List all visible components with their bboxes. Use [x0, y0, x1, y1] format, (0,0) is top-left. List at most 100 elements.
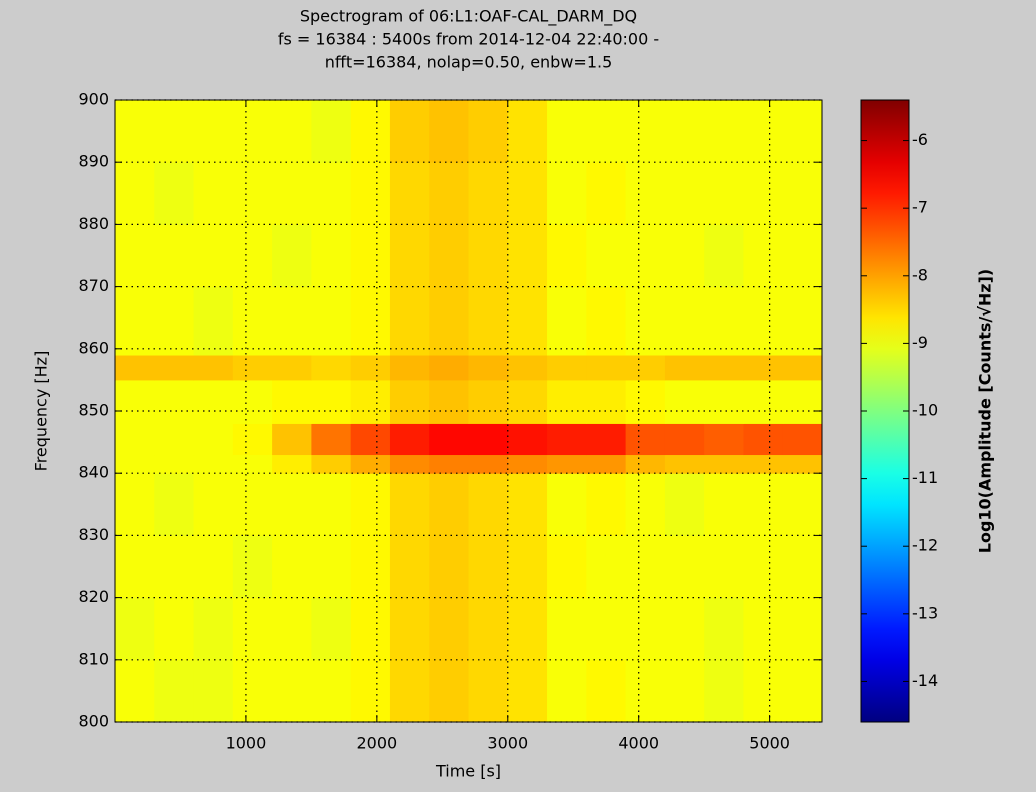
spectrogram-cell [389, 473, 430, 536]
spectrogram-cell [704, 454, 744, 474]
spectrogram-cell [704, 659, 744, 723]
spectrogram-cell [154, 224, 195, 288]
spectrogram-cell [389, 286, 430, 356]
spectrogram-cell [311, 355, 352, 381]
spectrogram-cell [468, 597, 509, 661]
spectrogram-cell [547, 100, 587, 163]
spectrogram-cell [350, 454, 391, 474]
spectrogram-cell [154, 473, 195, 536]
spectrogram-cell [664, 355, 705, 381]
spectrogram-cell [704, 162, 744, 225]
y-tick-label: 840 [78, 463, 109, 482]
spectrogram-cell [507, 423, 548, 456]
colorbar-tick-label: -11 [912, 468, 938, 487]
spectrogram-cell [586, 355, 627, 381]
spectrogram-cell [743, 286, 784, 356]
spectrogram-cell [586, 454, 627, 474]
spectrogram-cell [782, 100, 823, 163]
spectrogram-cell [625, 286, 666, 356]
spectrogram-cell [704, 423, 744, 456]
spectrogram-cell [232, 224, 273, 288]
spectrogram-cell [625, 473, 666, 536]
spectrogram-cell [429, 224, 469, 288]
spectrogram-cell [429, 454, 469, 474]
spectrogram-cell [468, 224, 509, 288]
spectrogram-cell [625, 659, 666, 723]
colorbar-tick-label: -12 [912, 536, 938, 555]
spectrogram-cell [664, 224, 705, 288]
colorbar-tick-label: -10 [912, 401, 938, 420]
spectrogram-cell [232, 473, 273, 536]
spectrogram-cell [232, 454, 273, 474]
spectrogram-cell [507, 473, 548, 536]
spectrogram-cell [782, 379, 823, 424]
spectrogram-cell [547, 355, 587, 381]
spectrogram-cell [664, 535, 705, 599]
spectrogram-cell [389, 100, 430, 163]
spectrogram-cell [389, 535, 430, 599]
spectrogram-cell [743, 423, 784, 456]
spectrogram-cell [193, 224, 234, 288]
spectrogram-cell [311, 535, 352, 599]
spectrogram-cell [232, 423, 273, 456]
spectrogram-cell [115, 379, 155, 424]
spectrogram-cell [507, 162, 548, 225]
spectrogram-cell [625, 100, 666, 163]
spectrogram-cell [664, 659, 705, 723]
colorbar-tick-label: -13 [912, 603, 938, 622]
spectrogram-cell [154, 355, 195, 381]
spectrogram-cell [115, 535, 155, 599]
spectrogram-cell [547, 535, 587, 599]
spectrogram-cell [507, 224, 548, 288]
spectrogram-cell [311, 659, 352, 723]
spectrogram-cell [743, 473, 784, 536]
spectrogram-cell [115, 355, 155, 381]
spectrogram-cell [782, 162, 823, 225]
spectrogram-cell [743, 162, 784, 225]
spectrogram-cell [232, 355, 273, 381]
spectrogram-cell [232, 597, 273, 661]
spectrogram-cell [115, 597, 155, 661]
spectrogram-cell [586, 224, 627, 288]
spectrogram-cell [272, 535, 312, 599]
spectrogram-cell [625, 379, 666, 424]
spectrogram-cell [743, 535, 784, 599]
colorbar-tick-label: -14 [912, 671, 938, 690]
spectrogram-cell [232, 162, 273, 225]
spectrogram-cell [311, 454, 352, 474]
spectrogram-cell [429, 379, 469, 424]
spectrogram-cell [154, 423, 195, 456]
spectrogram-cell [272, 355, 312, 381]
spectrogram-cell [193, 473, 234, 536]
spectrogram-cell [547, 286, 587, 356]
chart-title: Spectrogram of 06:L1:OAF-CAL_DARM_DQ [300, 7, 637, 27]
spectrogram-cell [547, 473, 587, 536]
spectrogram-cell [586, 162, 627, 225]
y-tick-label: 820 [78, 587, 109, 606]
spectrogram-cell [272, 659, 312, 723]
spectrogram-cell [782, 597, 823, 661]
spectrogram-cell [507, 355, 548, 381]
spectrogram-cell [429, 473, 469, 536]
spectrogram-cell [782, 224, 823, 288]
spectrogram-cell [389, 423, 430, 456]
spectrogram-cell [507, 535, 548, 599]
spectrogram-cell [154, 100, 195, 163]
y-tick-label: 850 [78, 401, 109, 420]
y-tick-label: 810 [78, 649, 109, 668]
spectrogram-cell [115, 162, 155, 225]
spectrogram-cell [468, 423, 509, 456]
spectrogram-cell [389, 659, 430, 723]
spectrogram-cell [468, 162, 509, 225]
spectrogram-cell [664, 454, 705, 474]
spectrogram-cell [154, 535, 195, 599]
spectrogram-cell [468, 286, 509, 356]
spectrogram-cell [625, 423, 666, 456]
spectrogram-cell [429, 597, 469, 661]
spectrogram-cell [350, 379, 391, 424]
spectrogram-cell [350, 100, 391, 163]
spectrogram-cell [743, 355, 784, 381]
spectrogram-cell [704, 286, 744, 356]
spectrogram-cell [389, 355, 430, 381]
spectrogram-cell [193, 355, 234, 381]
